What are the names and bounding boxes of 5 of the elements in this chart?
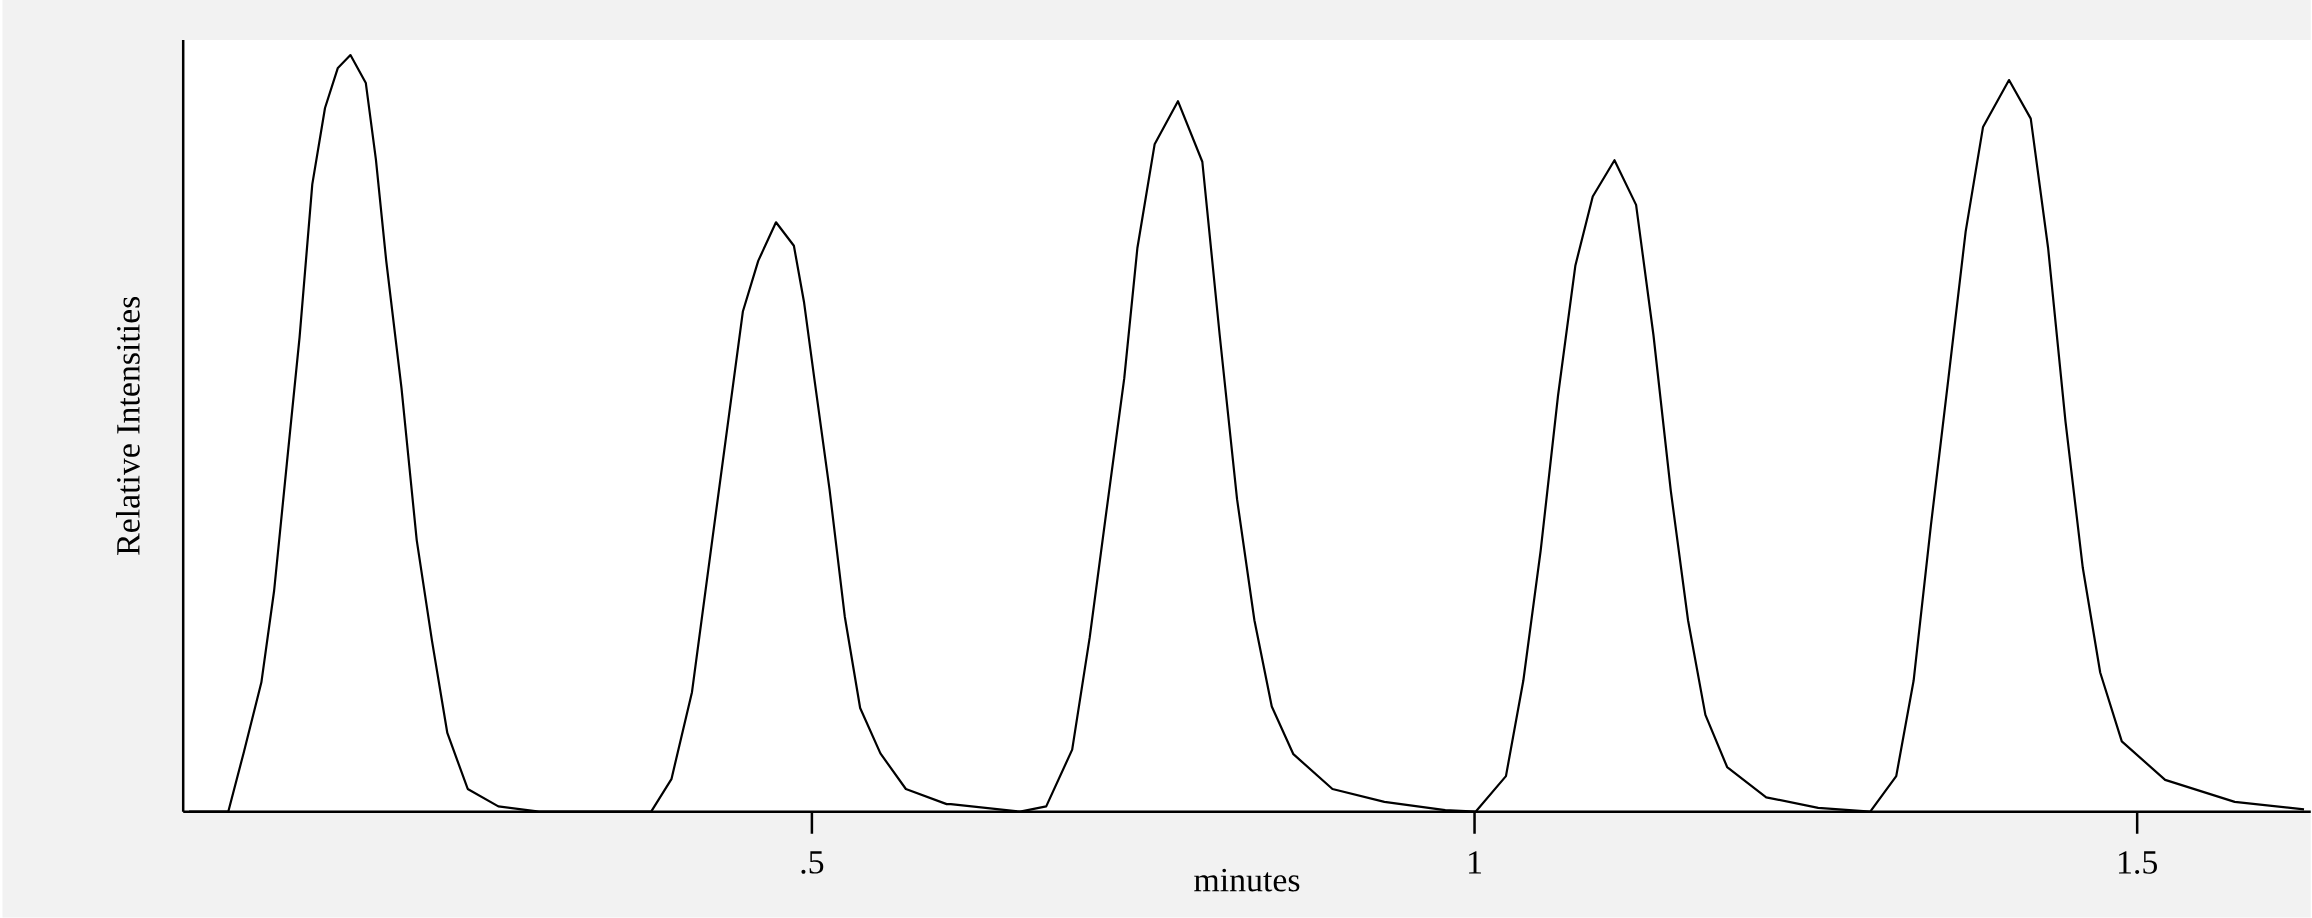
x-tick-label: .5 [801, 851, 824, 874]
y-axis-title: Relative Intensities [115, 297, 140, 556]
x-axis-title: minutes [1194, 869, 1300, 892]
x-tick-label: 1 [1469, 851, 1481, 874]
x-tick-label: 1.5 [2119, 851, 2157, 875]
